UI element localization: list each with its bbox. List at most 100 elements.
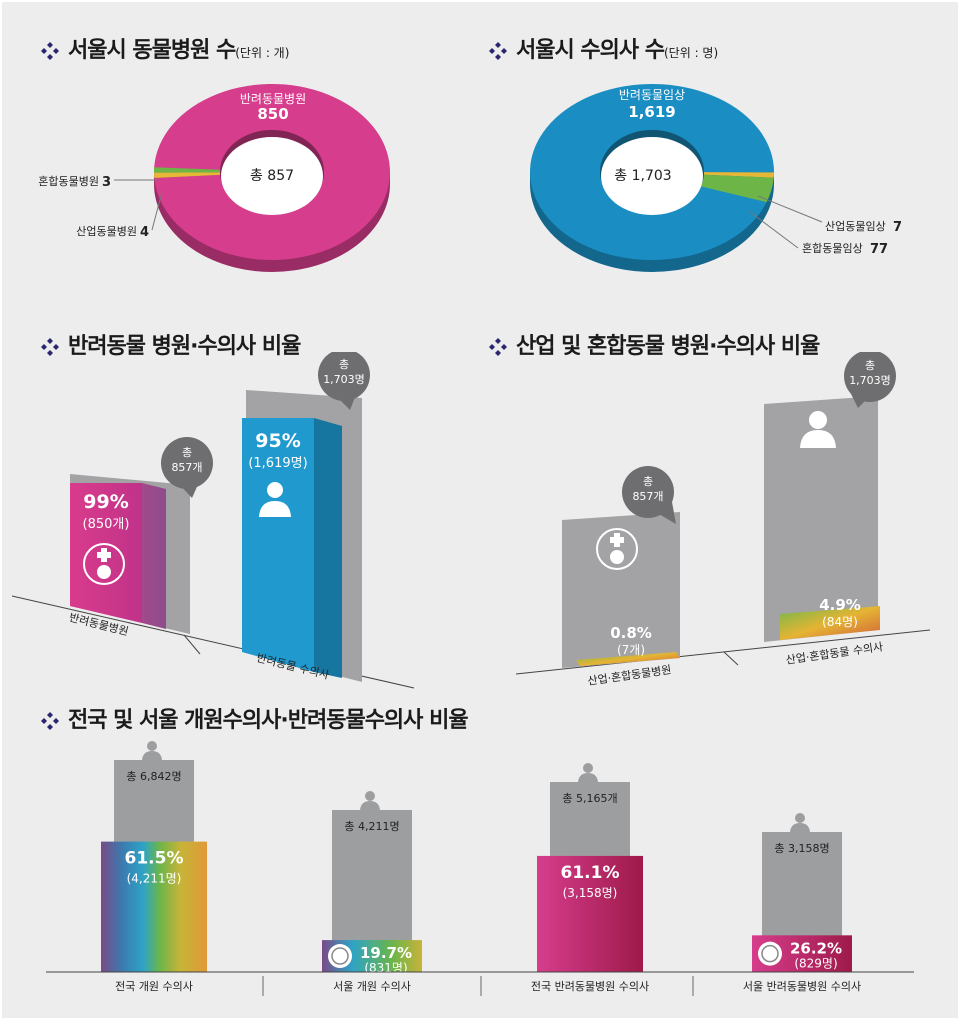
total-label: 총 4,211명 (344, 820, 399, 833)
companion-title-text: 반려동물 병원·수의사 비율 (68, 334, 301, 359)
pct-label: 61.1% (561, 863, 620, 883)
veterinarian-icon (259, 482, 291, 517)
vets-unit: (단위 : 명) (664, 46, 719, 60)
slice-label-mixed-vet: 혼합동물임상 (802, 242, 863, 255)
cross-diamond-icon (41, 338, 59, 356)
hospital-donut-chart: 총 857 반려동물병원 850 혼합동물병원 3 산업동물병원 4 (38, 83, 390, 272)
donut-slice-3 (154, 167, 221, 173)
donut-slice-1 (530, 84, 774, 260)
total-label: 총 5,165개 (562, 792, 617, 805)
vets-title-text: 서울시 수의사 수 (516, 38, 665, 63)
section-title-vets: 서울시 수의사 수(단위 : 명) (488, 32, 718, 64)
donut-center-label: 총 1,703 (614, 168, 671, 184)
total-bottom: 1,703명 (323, 373, 365, 386)
category-label: 서울 반려동물병원 수의사 (743, 980, 861, 993)
slice-value-mixed-hospital: 3 (102, 175, 111, 190)
veterinarian-icon (142, 741, 162, 760)
section-title-companion: 반려동물 병원·수의사 비율 (40, 328, 301, 360)
section-title-industrial: 산업 및 혼합동물 병원·수의사 비율 (488, 328, 820, 360)
bar-total (562, 512, 680, 668)
pct-label: 19.7% (360, 944, 412, 962)
leader-line (151, 191, 163, 231)
slice-value-mixed-vet: 77 (870, 242, 888, 257)
hospitals-title-text: 서울시 동물병원 수 (68, 38, 236, 63)
floor-tick (183, 634, 201, 655)
count-label: (3,158명) (563, 886, 618, 900)
count-label: (1,619명) (248, 456, 307, 471)
vet-badge-icon (758, 941, 782, 966)
total-bottom: 857개 (171, 461, 202, 474)
cross-diamond-icon (41, 712, 59, 730)
cross-diamond-icon (41, 42, 59, 60)
slice-value-industrial-hospital: 4 (140, 225, 149, 240)
donut-center-label: 총 857 (250, 168, 294, 184)
bar-share (101, 841, 207, 972)
national-bars: 총 6,842명 61.5% (4,211명) 총 4,211명 19.7%(831명)… (101, 741, 852, 975)
count-label: (84명) (822, 615, 858, 629)
slice-value-companion-vet: 1,619 (628, 103, 675, 121)
total-bubble: 총 857개 (622, 466, 676, 524)
section-title-hospitals: 서울시 동물병원 수(단위 : 개) (40, 32, 289, 64)
donut-slice-3 (700, 174, 774, 203)
total-top: 총 (339, 358, 349, 371)
floor-tick (723, 651, 739, 666)
veterinarian-icon (360, 791, 380, 810)
slice-label-companion-vet: 반려동물임상 (619, 88, 685, 102)
category-label: 전국 개원 수의사 (115, 980, 193, 993)
vet-badge-icon (328, 944, 352, 969)
cross-diamond-icon (489, 338, 507, 356)
slice-label-industrial-hospital: 산업동물병원 (76, 225, 137, 238)
veterinarian-icon (790, 813, 810, 832)
bar-industrial-hospital (576, 652, 680, 666)
count-label: (831명) (364, 961, 407, 975)
donut-slice-2 (154, 172, 221, 179)
total-label: 총 3,158명 (774, 842, 829, 855)
vet-hospital-icon (83, 543, 125, 585)
hospitals-unit: (단위 : 개) (235, 46, 290, 60)
pct-label: 61.5% (125, 849, 184, 869)
veterinarian-icon (578, 763, 598, 782)
category-labels: 전국 개원 수의사 서울 개원 수의사 전국 반려동물병원 수의사 서울 반려동물병원… (115, 976, 861, 996)
industrial-ratio-chart: 0.8% (7개) 총 857개 4.9% (84명) 총 1,703명 산업·… (515, 352, 931, 688)
bar-share (537, 855, 643, 972)
total-top: 총 (865, 359, 875, 372)
industrial-title-text: 산업 및 혼합동물 병원·수의사 비율 (516, 334, 820, 359)
total-bubble: 총 857개 (161, 437, 213, 498)
count-label: (7개) (617, 643, 645, 657)
pct-label: 99% (83, 491, 128, 513)
total-top: 총 (643, 475, 653, 488)
national-ratio-chart: 총 6,842명 61.5% (4,211명) 총 4,211명 19.7%(831명)… (46, 741, 914, 996)
pct-label: 4.9% (819, 596, 861, 614)
vet-hospital-icon (596, 528, 638, 570)
total-bottom: 857개 (632, 490, 663, 503)
companion-ratio-chart: 99% (850개) 총 857개 95% (1,619명) 총 1,703명 (11, 352, 415, 689)
donut-slice-2 (703, 172, 774, 178)
pct-label: 26.2% (790, 939, 842, 957)
pct-label: 0.8% (610, 624, 652, 642)
total-bottom: 1,703명 (849, 374, 891, 387)
total-label: 총 6,842명 (126, 770, 181, 783)
slice-value-companion-hospital: 850 (257, 105, 288, 123)
veterinarian-icon (800, 411, 836, 448)
category-label: 서울 개원 수의사 (333, 980, 411, 993)
bar-side (142, 483, 166, 629)
category-label: 전국 반려동물병원 수의사 (531, 980, 649, 993)
cross-diamond-icon (489, 42, 507, 60)
floor-line (515, 629, 931, 675)
national-title-text: 전국 및 서울 개원수의사·반려동물수의사 비율 (68, 708, 469, 733)
count-label: (850개) (83, 517, 130, 532)
total-bubble: 총 1,703명 (844, 352, 896, 408)
slice-label-mixed-hospital: 혼합동물병원 (38, 175, 99, 188)
donut-slices (530, 84, 774, 260)
total-top: 총 (182, 446, 192, 459)
bar-industrial-vet (780, 606, 880, 640)
count-label: (4,211명) (127, 872, 182, 886)
bar-companion-vet (242, 418, 314, 672)
slice-value-industrial-vet: 7 (893, 220, 902, 235)
count-label: (829명) (794, 956, 837, 970)
pct-label: 95% (255, 430, 300, 452)
donut-hole (601, 137, 703, 215)
bar-total (764, 396, 878, 642)
vet-donut-chart: 총 1,703 반려동물임상 1,619 산업동물임상 7 혼합동물임상 77 (530, 84, 902, 272)
